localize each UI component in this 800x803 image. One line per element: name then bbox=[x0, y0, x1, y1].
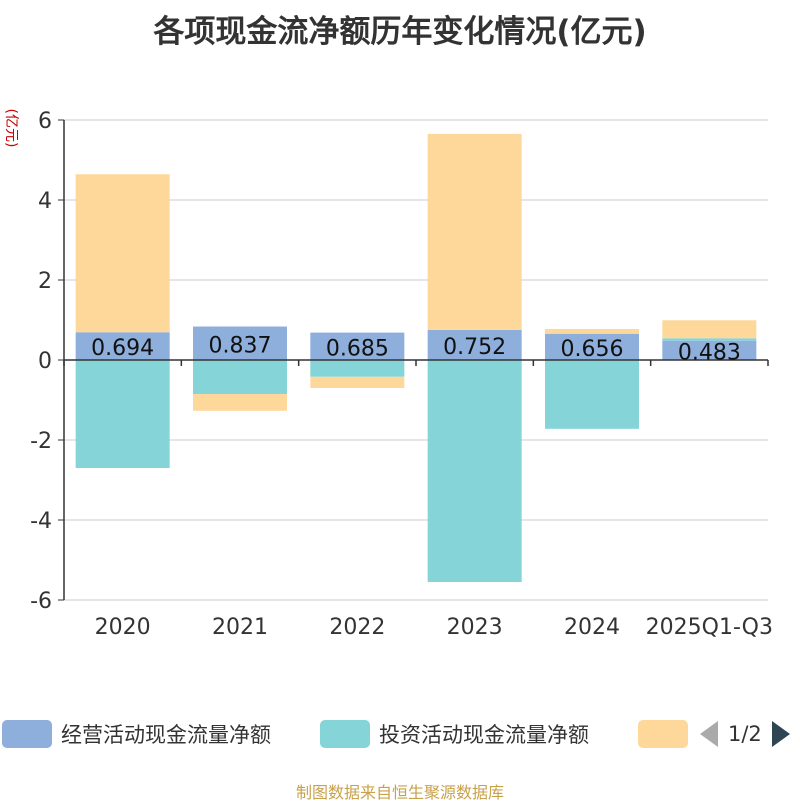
bar-investing-2020 bbox=[75, 360, 170, 468]
data-label: 0.483 bbox=[678, 340, 741, 365]
x-tick-label: 2020 bbox=[95, 615, 151, 640]
chart-title: 各项现金流净额历年变化情况(亿元) bbox=[153, 14, 647, 50]
bar-operating-2022 bbox=[310, 332, 405, 360]
bar-operating-2024 bbox=[545, 333, 639, 360]
data-label: 0.685 bbox=[326, 336, 389, 361]
legend-label-investing: 投资活动现金流量净额 bbox=[379, 723, 589, 747]
bar-investing-2023 bbox=[427, 360, 522, 582]
legend-item-third[interactable] bbox=[638, 716, 697, 752]
data-label: 0.837 bbox=[209, 333, 272, 358]
y-tick-label: 4 bbox=[38, 189, 52, 214]
legend-swatch-investing bbox=[320, 720, 370, 748]
y-tick-label: -6 bbox=[30, 589, 52, 614]
data-label: 0.656 bbox=[561, 337, 624, 362]
bar-third-2024 bbox=[545, 328, 639, 334]
bar-investing-2025Q1-Q3 bbox=[662, 338, 757, 341]
bar-operating-2023 bbox=[427, 329, 522, 360]
data-source-note: 制图数据来自恒生聚源数据库 bbox=[295, 783, 504, 802]
legend-prev-page-icon[interactable] bbox=[700, 721, 718, 747]
y-tick-label: -4 bbox=[30, 509, 52, 534]
data-label: 0.752 bbox=[443, 335, 506, 360]
y-tick-label: -2 bbox=[30, 429, 52, 454]
legend-page-indicator: 1/2 bbox=[728, 722, 762, 746]
x-tick-label: 2024 bbox=[564, 615, 620, 640]
y-tick-label: 2 bbox=[38, 269, 52, 294]
bar-third-2021 bbox=[193, 394, 287, 411]
legend-pager: 1/2 bbox=[700, 716, 790, 752]
x-tick-label: 2021 bbox=[212, 615, 268, 640]
bar-third-2020 bbox=[75, 174, 170, 333]
x-tick-label: 2023 bbox=[447, 615, 503, 640]
legend-item-operating[interactable]: 经营活动现金流量净额 bbox=[2, 716, 271, 752]
bar-third-2025Q1-Q3 bbox=[662, 320, 757, 339]
y-tick-label: 0 bbox=[38, 349, 52, 374]
bar-investing-2022 bbox=[310, 360, 405, 377]
legend-next-page-icon[interactable] bbox=[771, 721, 790, 747]
legend-item-investing[interactable]: 投资活动现金流量净额 bbox=[320, 716, 589, 752]
y-tick-label: 6 bbox=[38, 109, 52, 134]
bar-operating-2021 bbox=[193, 326, 287, 360]
bar-third-2023 bbox=[427, 133, 522, 330]
data-label: 0.694 bbox=[91, 336, 154, 361]
bar-operating-2025Q1-Q3 bbox=[662, 340, 757, 360]
legend-label-operating: 经营活动现金流量净额 bbox=[61, 723, 271, 747]
bar-third-2022 bbox=[310, 376, 405, 388]
x-tick-label: 2022 bbox=[329, 615, 385, 640]
legend: 经营活动现金流量净额 投资活动现金流量净额 bbox=[0, 716, 800, 752]
bar-investing-2024 bbox=[545, 360, 639, 429]
bar-investing-2021 bbox=[193, 360, 287, 394]
legend-swatch-third bbox=[638, 720, 688, 748]
bar-operating-2020 bbox=[75, 332, 170, 360]
x-tick-label: 2025Q1-Q3 bbox=[646, 615, 773, 640]
legend-swatch-operating bbox=[2, 720, 52, 748]
